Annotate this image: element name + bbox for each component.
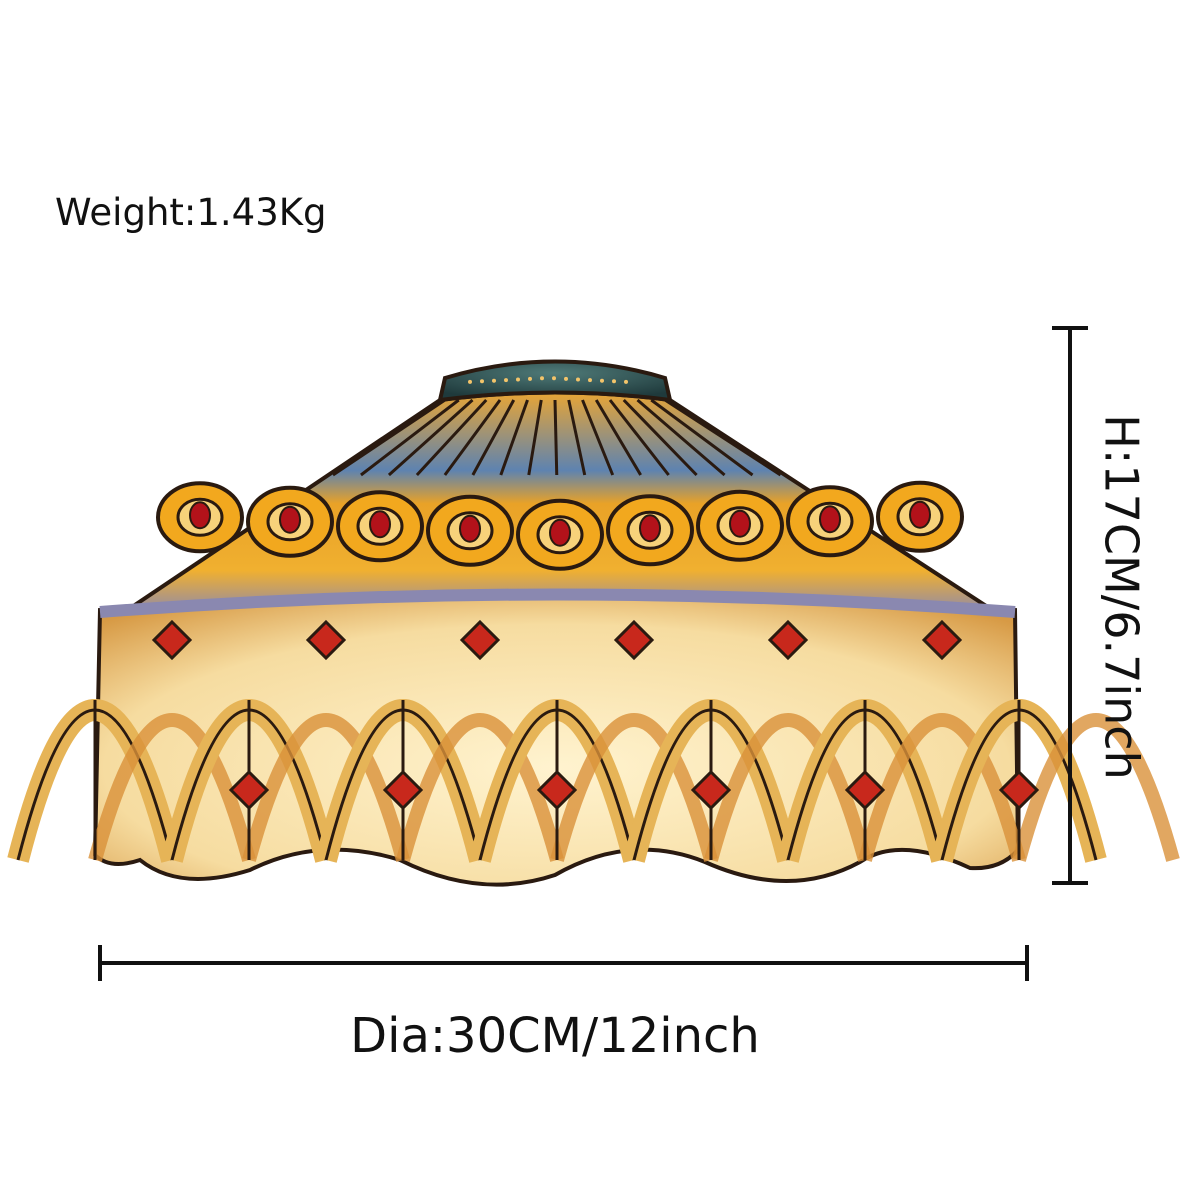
lampshade: [7, 359, 1180, 887]
red-diamond: [228, 769, 270, 811]
lead-line: [608, 399, 670, 476]
jewel: [549, 518, 571, 547]
cap-hole: [540, 376, 544, 381]
lead-line: [581, 399, 615, 476]
shade-cap: [437, 359, 673, 403]
cap-hole: [564, 376, 568, 381]
red-diamond: [844, 769, 886, 811]
diameter-label: Dia:30CM/12inch: [350, 1008, 760, 1064]
cap-hole: [612, 379, 616, 384]
cap-hole: [576, 377, 580, 382]
lead-line: [567, 399, 587, 476]
skirt-arc: [550, 713, 718, 862]
jewel: [369, 510, 391, 539]
weight-label: Weight:1.43Kg: [55, 191, 327, 234]
lead-line: [499, 399, 529, 476]
skirt-arc: [396, 713, 564, 862]
skirt-arc: [1012, 713, 1180, 862]
red-diamond: [536, 769, 578, 811]
lead-line: [636, 398, 726, 477]
jewel: [909, 500, 931, 529]
red-diamond: [921, 619, 963, 661]
cap-hole: [480, 379, 484, 384]
cap-hole: [552, 376, 556, 381]
jewel: [189, 501, 211, 530]
height-label: H:17CM/6.7inch: [1095, 414, 1149, 779]
jewel: [729, 509, 751, 538]
lead-line: [332, 398, 446, 477]
lead-line: [527, 399, 543, 476]
jewel: [819, 505, 841, 534]
diameter-dimension: [98, 945, 1029, 981]
lead-line: [360, 398, 460, 477]
lead-line: [664, 398, 782, 477]
lead-line: [622, 398, 698, 477]
skirt-arc: [242, 713, 410, 862]
skirt-arc: [704, 713, 872, 862]
red-diamond: [767, 619, 809, 661]
red-diamond: [305, 619, 347, 661]
skirt-band: [99, 588, 1016, 618]
lead-line: [553, 399, 559, 476]
jewel: [279, 505, 301, 534]
lead-line: [650, 398, 754, 477]
cap-hole: [468, 379, 472, 384]
lead-line: [387, 398, 474, 477]
cap-hole: [528, 376, 532, 381]
cap-hole: [588, 378, 592, 383]
red-diamond: [690, 769, 732, 811]
skirt-arc: [858, 713, 1026, 862]
cap-hole: [516, 377, 520, 382]
cap-hole: [492, 378, 496, 383]
shade-pattern: [7, 376, 1180, 863]
jewel: [459, 514, 481, 543]
jewel: [639, 514, 661, 543]
lead-line: [471, 399, 516, 476]
red-diamond: [382, 769, 424, 811]
cap-hole: [504, 378, 508, 383]
lead-line: [594, 399, 642, 476]
red-diamond: [459, 619, 501, 661]
cap-hole: [600, 378, 604, 383]
lead-line: [415, 398, 488, 477]
lead-line: [443, 399, 502, 476]
red-diamond: [151, 619, 193, 661]
red-diamond: [998, 769, 1040, 811]
skirt-arc: [88, 713, 256, 862]
height-dimension: [1052, 326, 1088, 885]
red-diamond: [613, 619, 655, 661]
cap-hole: [624, 379, 628, 384]
